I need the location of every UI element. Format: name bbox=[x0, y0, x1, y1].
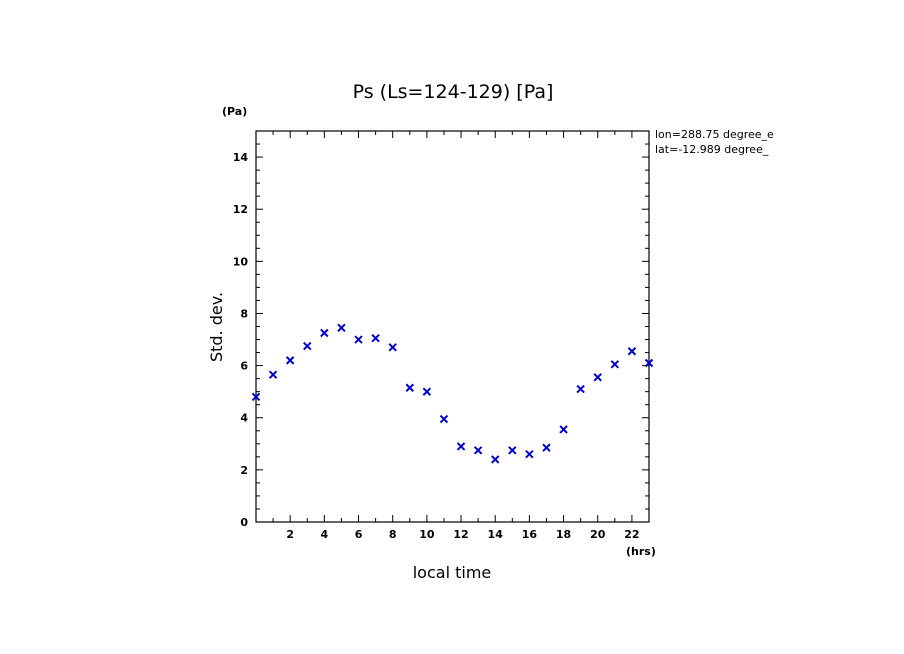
x-axis-title: local time bbox=[413, 563, 492, 582]
data-point-stroke bbox=[354, 335, 363, 344]
data-point-stroke bbox=[439, 414, 449, 424]
y-tick-label: 2 bbox=[240, 464, 248, 477]
data-point bbox=[456, 442, 466, 451]
data-point-stroke bbox=[285, 356, 295, 365]
x-tick-label: 12 bbox=[453, 528, 468, 541]
data-point-stroke bbox=[559, 425, 568, 434]
data-point bbox=[627, 347, 637, 356]
data-point-stroke bbox=[576, 384, 585, 394]
y-tick-label: 12 bbox=[233, 203, 248, 216]
data-point bbox=[422, 387, 432, 396]
data-point bbox=[388, 343, 397, 352]
data-point bbox=[371, 334, 380, 343]
x-tick-label: 6 bbox=[355, 528, 363, 541]
data-point-stroke bbox=[525, 450, 534, 459]
x-tick-label: 16 bbox=[522, 528, 538, 541]
data-point bbox=[525, 450, 534, 459]
data-point bbox=[268, 370, 278, 379]
x-tick-label: 8 bbox=[389, 528, 397, 541]
axis-ticks: 2 4 6 8 10 12 14 16 18 20 22 0 2 4 6 8 10 12 14 bbox=[233, 131, 649, 541]
data-point-stroke bbox=[422, 387, 432, 396]
data-point-stroke bbox=[644, 358, 654, 368]
data-point-stroke bbox=[610, 360, 620, 369]
data-point bbox=[644, 358, 654, 368]
x-tick-label: 20 bbox=[590, 528, 606, 541]
data-point bbox=[542, 443, 551, 452]
data-point bbox=[337, 323, 346, 333]
data-point bbox=[593, 373, 602, 382]
x-tick-label: 22 bbox=[624, 528, 639, 541]
data-point-stroke bbox=[473, 446, 483, 455]
data-point-stroke bbox=[593, 373, 602, 382]
data-point-stroke bbox=[303, 341, 312, 351]
annotation-lat: lat=-12.989 degree_ bbox=[655, 143, 769, 156]
x-tick-label: 4 bbox=[321, 528, 329, 541]
data-point bbox=[405, 383, 414, 392]
y-tick-label: 8 bbox=[240, 307, 248, 320]
plot-frame bbox=[255, 130, 650, 523]
x-tick-label: 14 bbox=[488, 528, 504, 541]
data-point-stroke bbox=[320, 328, 329, 338]
y-tick-label: 4 bbox=[240, 412, 248, 425]
data-point bbox=[320, 328, 329, 338]
y-tick-label: 0 bbox=[240, 516, 248, 529]
data-point-stroke bbox=[251, 392, 261, 402]
data-point bbox=[251, 392, 261, 402]
data-point-stroke bbox=[388, 343, 397, 352]
x-tick-label: 18 bbox=[556, 528, 571, 541]
y-tick-label: 14 bbox=[233, 151, 249, 164]
data-point-stroke bbox=[456, 442, 466, 451]
y-tick-label: 10 bbox=[233, 255, 249, 268]
y-axis-unit: (Pa) bbox=[222, 105, 247, 118]
data-point-stroke bbox=[542, 443, 551, 452]
data-point bbox=[559, 425, 568, 434]
data-point bbox=[610, 360, 620, 369]
data-point bbox=[491, 455, 500, 464]
data-point-stroke bbox=[371, 334, 380, 343]
x-axis-unit: (hrs) bbox=[626, 545, 656, 558]
y-axis-title: Std. dev. bbox=[207, 292, 226, 362]
data-point bbox=[508, 446, 517, 455]
data-point-stroke bbox=[268, 370, 278, 379]
data-point bbox=[473, 446, 483, 455]
data-point bbox=[439, 414, 449, 424]
x-tick-label: 10 bbox=[419, 528, 435, 541]
data-point-stroke bbox=[405, 383, 414, 392]
y-tick-label: 6 bbox=[240, 360, 248, 373]
data-point-stroke bbox=[337, 323, 346, 333]
chart-title: Ps (Ls=124-129) [Pa] bbox=[353, 81, 554, 103]
data-point bbox=[576, 384, 585, 394]
data-point-stroke bbox=[627, 347, 637, 356]
data-points bbox=[251, 323, 654, 464]
data-point bbox=[303, 341, 312, 351]
x-tick-label: 2 bbox=[286, 528, 294, 541]
annotation-lon: lon=288.75 degree_e bbox=[655, 128, 774, 141]
data-point bbox=[354, 335, 363, 344]
data-point-stroke bbox=[508, 446, 517, 455]
data-point-stroke bbox=[491, 455, 500, 464]
data-point bbox=[285, 356, 295, 365]
